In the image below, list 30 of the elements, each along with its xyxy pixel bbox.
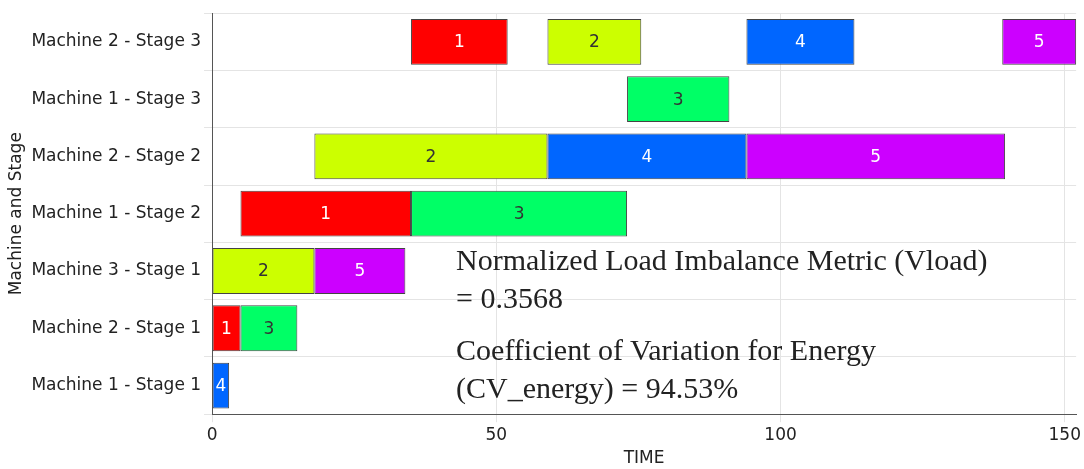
- text: 5: [354, 260, 366, 281]
- x-tick-label: 0: [206, 423, 218, 444]
- text: 1: [320, 203, 332, 224]
- y-tick-label: Machine 2 - Stage 2: [31, 144, 202, 165]
- x-tick-label: 50: [485, 423, 508, 444]
- annotation: Coefficient of Variation for Energy (CV_energy) = 94.53%: [456, 332, 876, 405]
- text: 4: [795, 31, 806, 52]
- y-tick-label: Machine 1 - Stage 3: [31, 87, 202, 108]
- y-tick-label: Machine 2 - Stage 1: [31, 316, 202, 337]
- annotation: Normalized Load Imbalance Metric (Vload) = 0.3568: [456, 242, 988, 314]
- y-tick-label: Machine 1 - Stage 2: [31, 202, 202, 223]
- text: 1: [453, 31, 465, 52]
- y-axis-title: Machine and Stage: [4, 132, 25, 296]
- text: 2: [425, 145, 437, 166]
- text: 2: [258, 260, 269, 281]
- series-label: 4: [215, 374, 227, 395]
- x-axis-title: TIME: [622, 447, 665, 468]
- series-label: 3: [263, 317, 275, 338]
- x-tick-label: 150: [1048, 423, 1081, 444]
- text: 3: [513, 203, 525, 224]
- text: 3: [672, 88, 684, 109]
- series-label: 2: [588, 31, 600, 52]
- y-tick-label: Machine 1 - Stage 1: [31, 373, 202, 394]
- text: 4: [641, 145, 653, 166]
- x-tick-label: 100: [764, 423, 797, 444]
- y-tick-label: Machine 3 - Stage 1: [31, 259, 202, 280]
- y-tick-label: Machine 2 - Stage 3: [31, 30, 202, 51]
- text: 5: [870, 145, 882, 166]
- series-label: 1: [221, 317, 232, 338]
- series-label: 5: [1033, 31, 1045, 52]
